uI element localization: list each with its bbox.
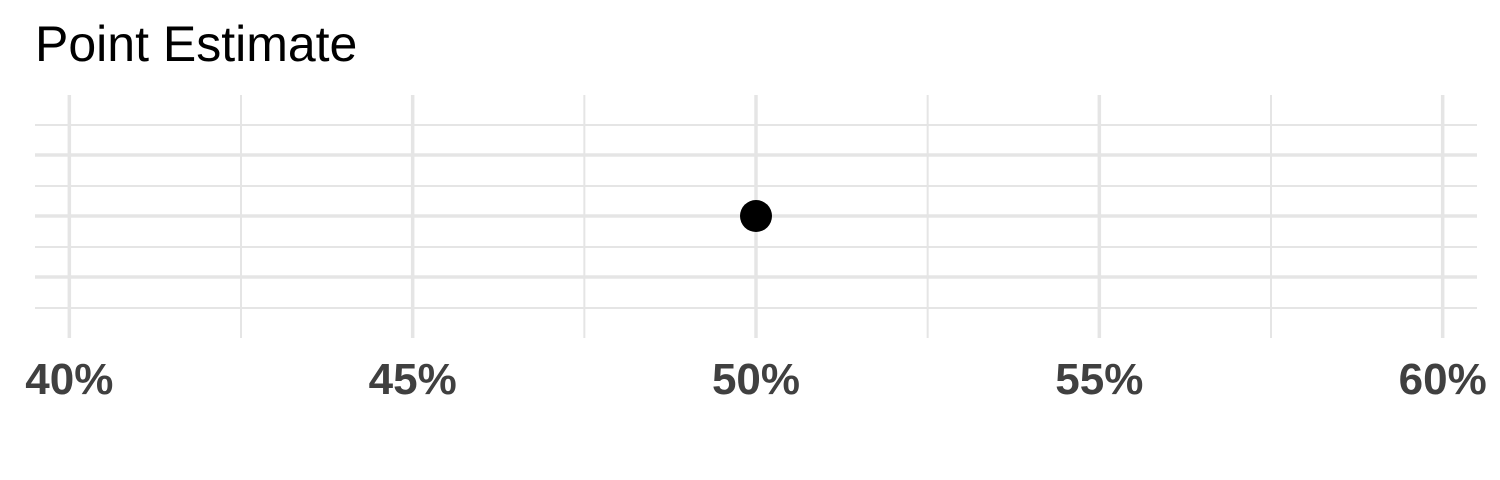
x-tick-label: 45% xyxy=(369,355,457,404)
x-tick-label: 40% xyxy=(25,355,113,404)
x-tick-label: 55% xyxy=(1055,355,1143,404)
data-points xyxy=(740,200,772,232)
x-tick-label: 50% xyxy=(712,355,800,404)
x-axis-tick-labels: 40% 45% 50% 55% 60% xyxy=(25,355,1486,404)
chart-title: Point Estimate xyxy=(35,16,358,72)
x-tick-label: 60% xyxy=(1399,355,1487,404)
point-estimate-marker xyxy=(740,200,772,232)
